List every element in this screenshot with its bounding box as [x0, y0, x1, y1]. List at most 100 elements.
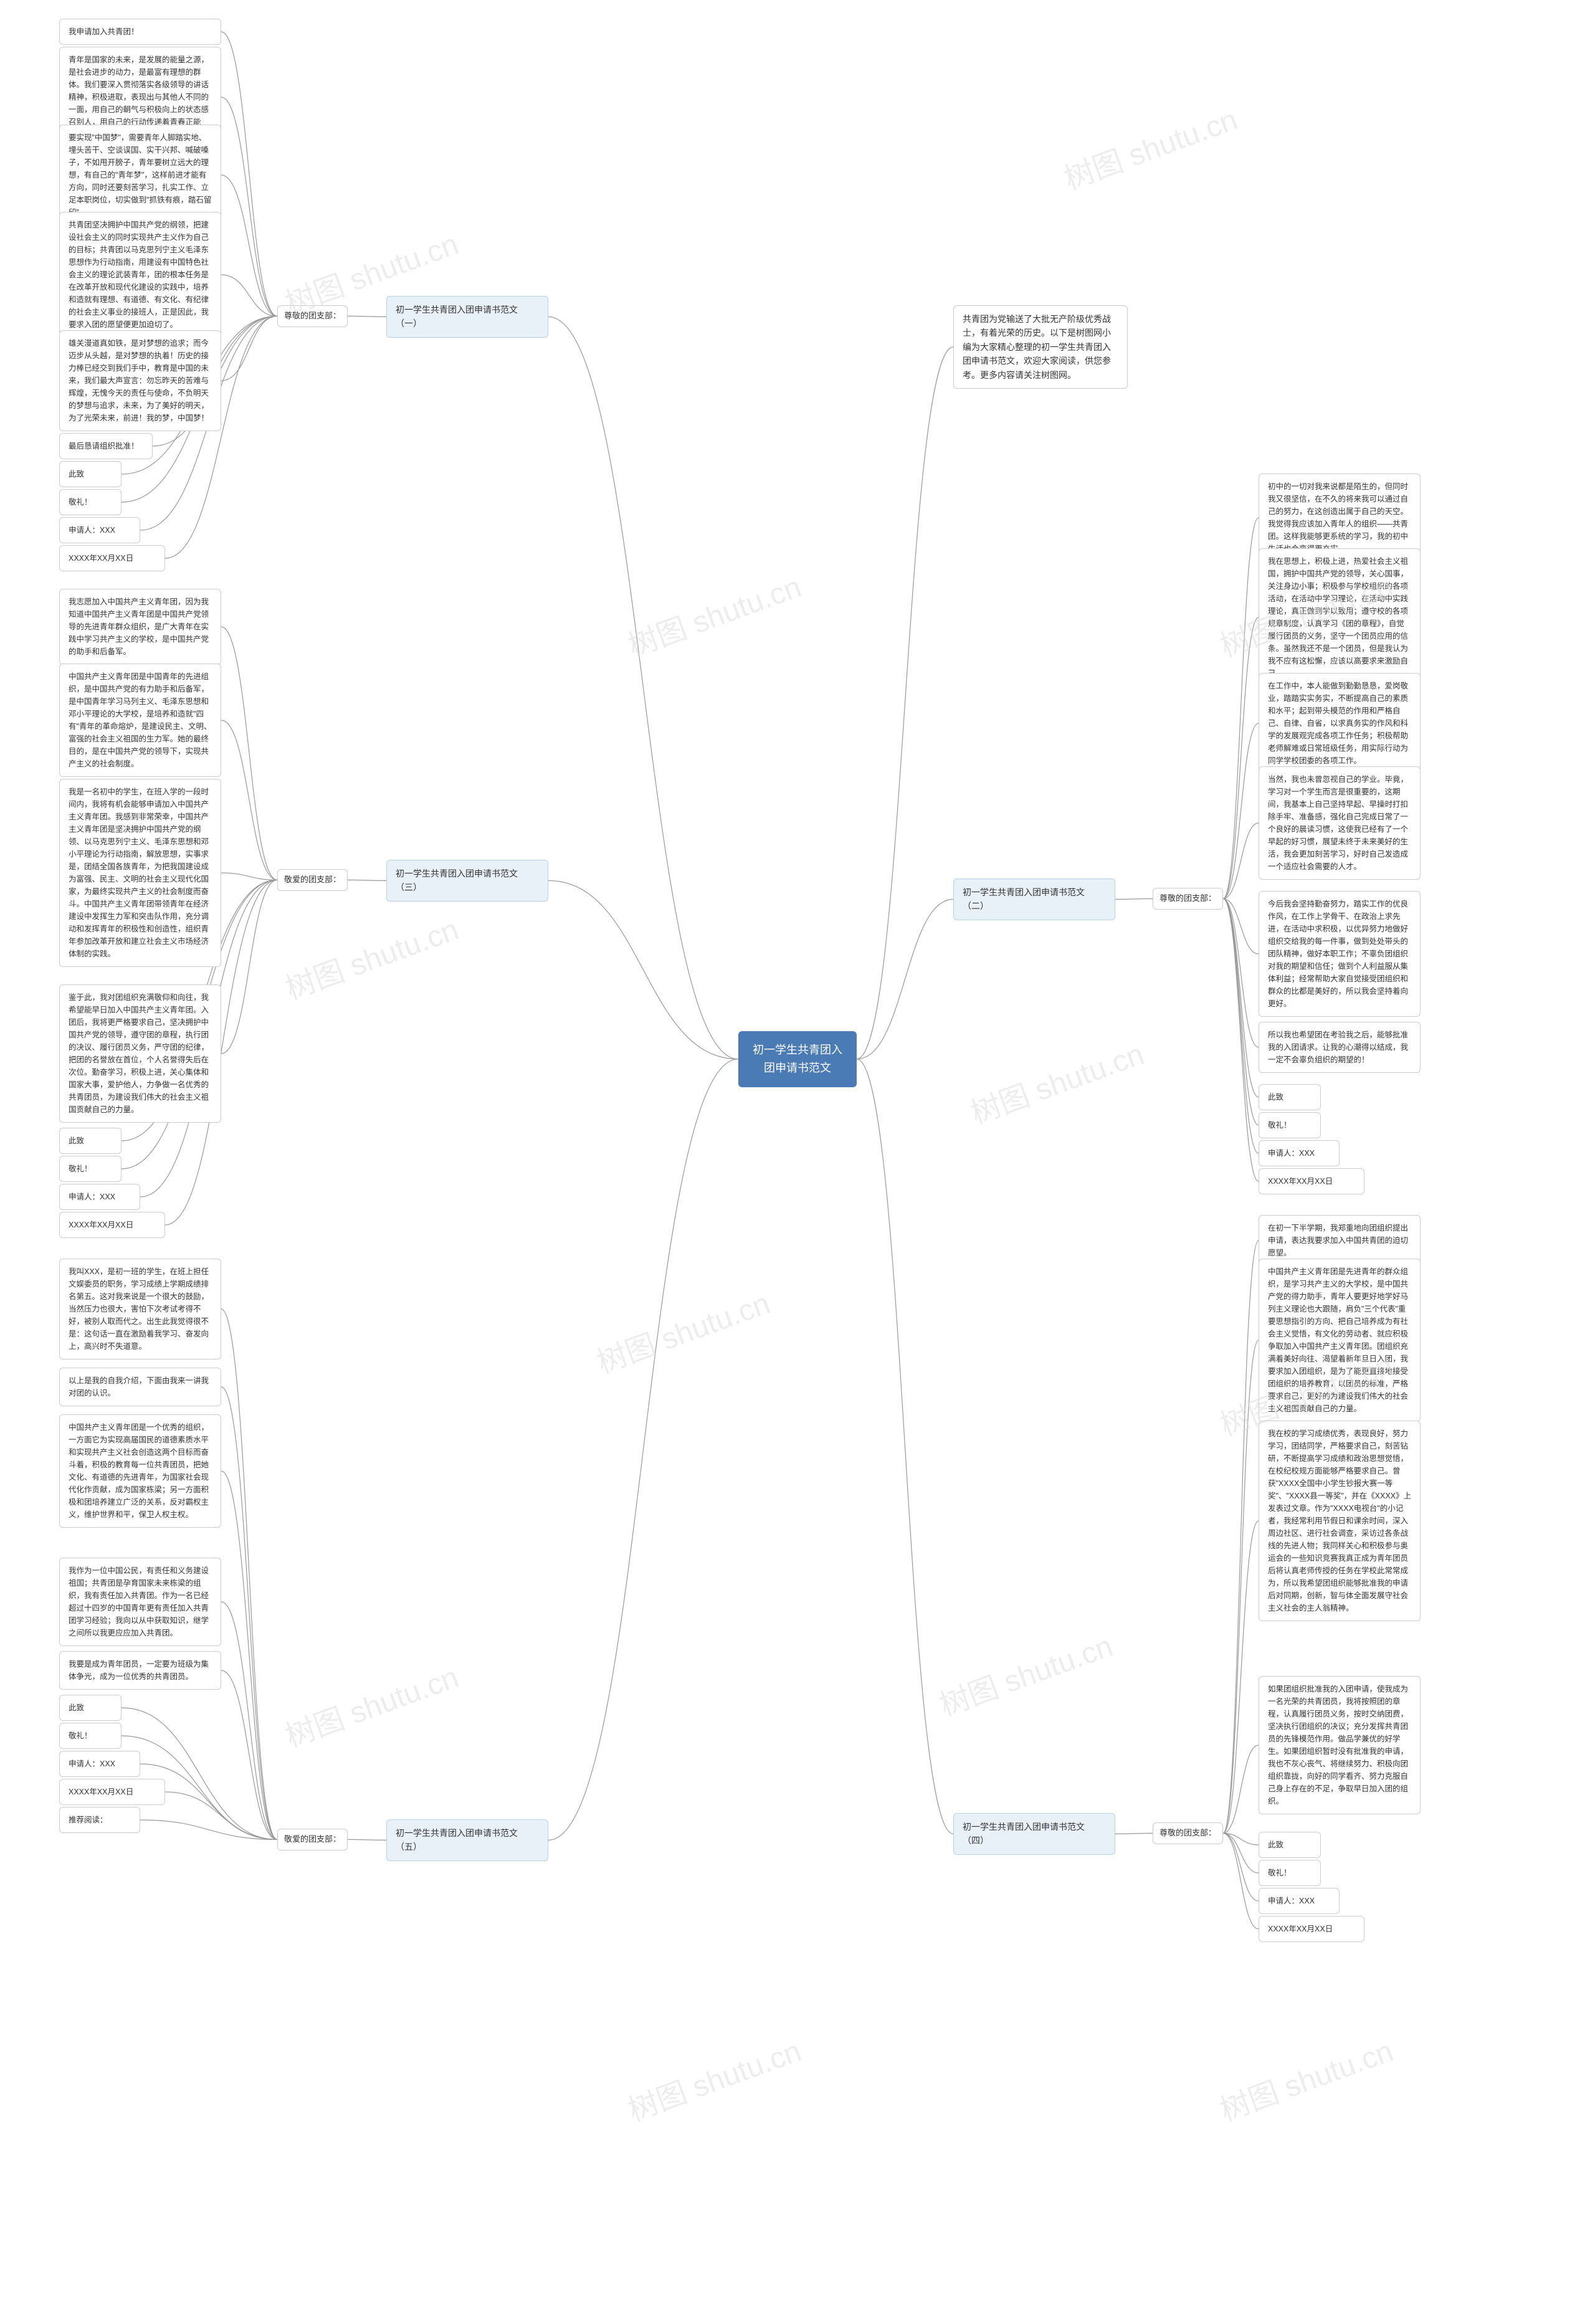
leaf-node: 此致	[59, 1128, 121, 1154]
leaf-node: 此致	[1259, 1832, 1321, 1858]
leaf-node: 我作为一位中国公民，有责任和义务建设祖国；共青团是孕育国家未来栋梁的组织，我有责…	[59, 1558, 221, 1646]
leaf-text: 所以我也希望团在考验我之后，能够批准我的入团请求。让我的心潮得以结成，我一定不会…	[1268, 1031, 1408, 1064]
leaf-node: 敬礼！	[1259, 1860, 1321, 1886]
section-node-s3: 初一学生共青团入团申请书范文（三）	[386, 860, 548, 902]
leaf-text: 在初一下半学期，我郑重地向团组织提出申请，表达我要求加入中国共青团的迫切愿望。	[1268, 1224, 1408, 1257]
leaf-node: 当然，我也未曾忽视自己的学业。毕竟，学习对一个学生而言是很重要的，这期间，我基本…	[1259, 766, 1421, 880]
section-title: 初一学生共青团入团申请书范文（三）	[396, 869, 518, 892]
section-label-text: 尊敬的团支部：	[1159, 1828, 1216, 1837]
leaf-node: 我是一名初中的学生，在班入学的一段时间内，我将有机会能够申请加入中国共产主义青年…	[59, 779, 221, 967]
leaf-node: XXXX年XX月XX日	[59, 1779, 165, 1805]
leaf-node: XXXX年XX月XX日	[59, 1212, 165, 1238]
leaf-text: 此致	[1268, 1093, 1283, 1102]
leaf-node: 申请人：XXX	[59, 517, 140, 543]
section-title: 初一学生共青团入团申请书范文（一）	[396, 305, 518, 328]
leaf-text: XXXX年XX月XX日	[1268, 1925, 1333, 1933]
leaf-text: 敬礼！	[69, 1731, 92, 1740]
leaf-node: 敬礼！	[1259, 1112, 1321, 1138]
leaf-node: 此致	[59, 461, 121, 487]
leaf-node: 鉴于此，我对团组织充满敬仰和向往，我希望能早日加入中国共产主义青年团。入团后，我…	[59, 984, 221, 1123]
leaf-text: 申请人：XXX	[1268, 1897, 1315, 1905]
leaf-text: 要实现"中国梦"，需要青年人脚踏实地、埋头苦干、空谈误国、实干兴邦、喊破嗓子，不…	[69, 133, 211, 217]
leaf-text: XXXX年XX月XX日	[1268, 1177, 1333, 1186]
leaf-node: 申请人：XXX	[59, 1184, 140, 1210]
section-label-s3: 敬爱的团支部：	[277, 869, 348, 891]
leaf-node: 推荐阅读：	[59, 1807, 140, 1833]
leaf-text: 敬礼！	[1268, 1121, 1292, 1130]
leaf-node: 我叫XXX，是初一班的学生，在班上担任文娱委员的职务，学习成绩上学期成绩排名第五…	[59, 1259, 221, 1360]
leaf-text: 当然，我也未曾忽视自己的学业。毕竟，学习对一个学生而言是很重要的，这期间，我基本…	[1268, 775, 1408, 871]
section-node-s5: 初一学生共青团入团申请书范文（五）	[386, 1819, 548, 1861]
leaf-text: 今后我会坚持勤奋努力，踏实工作的优良作风，在工作上学骨干、在政治上求先进，在活动…	[1268, 900, 1408, 1008]
leaf-node: 我在思想上，积极上进，热爱社会主义祖国，拥护中国共产党的领导，关心国事，关注身边…	[1259, 548, 1421, 687]
leaf-node: 在工作中，本人能做到勤勤恳恳，爱岗敬业，踏踏实实务实，不断提高自己的素质和水平；…	[1259, 673, 1421, 774]
leaf-text: 初中的一切对我来说都是陌生的，但同时我又很坚信，在不久的将来我可以通过自己的努力…	[1268, 482, 1408, 553]
leaf-text: 敬礼！	[1268, 1869, 1292, 1877]
leaf-node: 以上是我的自我介绍，下面由我来一讲我对团的认识。	[59, 1368, 221, 1406]
leaf-node: 所以我也希望团在考验我之后，能够批准我的入团请求。让我的心潮得以结成，我一定不会…	[1259, 1022, 1421, 1073]
leaf-text: 中国共产主义青年团是中国青年的先进组织，是中国共产党的有力助手和后备军，是中国青…	[69, 672, 211, 768]
intro-node: 共青团为党输送了大批无产阶级优秀战士，有着光荣的历史。以下是树图网小编为大家精心…	[953, 305, 1128, 389]
leaf-text: 申请人：XXX	[69, 526, 115, 535]
section-label-s4: 尊敬的团支部：	[1153, 1822, 1223, 1844]
intro-text: 共青团为党输送了大批无产阶级优秀战士，有着光荣的历史。以下是树图网小编为大家精心…	[963, 314, 1111, 380]
leaf-text: XXXX年XX月XX日	[69, 554, 133, 563]
leaf-node: 此致	[59, 1695, 121, 1721]
root-title: 初一学生共青团入团申请书范文	[753, 1044, 842, 1074]
leaf-text: 在工作中，本人能做到勤勤恳恳，爱岗敬业，踏踏实实务实，不断提高自己的素质和水平；…	[1268, 682, 1408, 765]
leaf-text: 此致	[1268, 1841, 1283, 1849]
leaf-node: 中国共产主义青年团是先进青年的群众组织，是学习共产主义的大学校，是中国共产党的得…	[1259, 1259, 1421, 1422]
leaf-node: 共青团坚决拥护中国共产党的纲领，把建设社会主义的同时实现共产主义作为自己的目标；…	[59, 212, 221, 338]
leaf-text: 申请人：XXX	[1268, 1149, 1315, 1158]
leaf-text: 中国共产主义青年团是一个优秀的组织，一方面它为实现高届国民的道德素质水平和实现共…	[69, 1423, 209, 1519]
leaf-text: 我在思想上，积极上进，热爱社会主义祖国，拥护中国共产党的领导，关心国事，关注身边…	[1268, 557, 1408, 678]
watermark: 树图 shutu.cn	[933, 1621, 1118, 1724]
leaf-text: 此致	[69, 470, 84, 479]
leaf-text: 鉴于此，我对团组织充满敬仰和向往，我希望能早日加入中国共产主义青年团。入团后，我…	[69, 993, 209, 1114]
leaf-text: 推荐阅读：	[69, 1816, 108, 1824]
leaf-text: XXXX年XX月XX日	[69, 1788, 133, 1796]
leaf-node: 雄关漫道真如铁，是对梦想的追求；而今迈步从头越，是对梦想的执着！历史的接力棒已经…	[59, 330, 221, 431]
leaf-text: XXXX年XX月XX日	[69, 1221, 133, 1229]
leaf-node: 最后恳请组织批准！	[59, 433, 153, 459]
watermark: 树图 shutu.cn	[964, 1029, 1149, 1132]
leaf-text: 申请人：XXX	[69, 1760, 115, 1768]
section-title: 初一学生共青团入团申请书范文（二）	[963, 887, 1085, 911]
leaf-node: 敬礼！	[59, 1156, 121, 1182]
root-node: 初一学生共青团入团申请书范文	[738, 1031, 857, 1087]
leaf-node: 要实现"中国梦"，需要青年人脚踏实地、埋头苦干、空谈误国、实干兴邦、喊破嗓子，不…	[59, 125, 221, 226]
leaf-text: 我要是成为青年团员，一定要为班级为集体争光，成为一位优秀的共青团员。	[69, 1660, 209, 1681]
leaf-node: XXXX年XX月XX日	[1259, 1168, 1364, 1194]
section-label-s1: 尊敬的团支部：	[277, 305, 348, 327]
leaf-node: 我在校的学习成绩优秀，表现良好，努力学习，团结同学，严格要求自己，刻苦钻研，不断…	[1259, 1421, 1421, 1621]
watermark: 树图 shutu.cn	[590, 1279, 775, 1381]
leaf-node: XXXX年XX月XX日	[59, 545, 165, 571]
leaf-text: 敬礼！	[69, 1164, 92, 1173]
leaf-text: 雄关漫道真如铁，是对梦想的追求；而今迈步从头越，是对梦想的执着！历史的接力棒已经…	[69, 339, 209, 422]
watermark: 树图 shutu.cn	[1057, 95, 1242, 198]
edge-layer	[0, 0, 1595, 2324]
section-node-s1: 初一学生共青团入团申请书范文（一）	[386, 296, 548, 338]
leaf-text: 以上是我的自我介绍，下面由我来一讲我对团的认识。	[69, 1376, 209, 1398]
leaf-node: 我要是成为青年团员，一定要为班级为集体争光，成为一位优秀的共青团员。	[59, 1651, 221, 1690]
section-label-text: 尊敬的团支部：	[284, 311, 341, 320]
leaf-node: 我志愿加入中国共产主义青年团，因为我知道中国共产主义青年团是中国共产党领导的先进…	[59, 589, 221, 665]
leaf-text: 我叫XXX，是初一班的学生，在班上担任文娱委员的职务，学习成绩上学期成绩排名第五…	[69, 1267, 209, 1351]
section-node-s2: 初一学生共青团入团申请书范文（二）	[953, 879, 1115, 920]
watermark: 树图 shutu.cn	[621, 562, 806, 665]
section-title: 初一学生共青团入团申请书范文（五）	[396, 1828, 518, 1852]
section-label-s2: 尊敬的团支部：	[1153, 888, 1223, 910]
leaf-node: 此致	[1259, 1084, 1321, 1110]
leaf-text: 我是一名初中的学生，在班入学的一段时间内，我将有机会能够申请加入中国共产主义青年…	[69, 788, 209, 958]
leaf-text: 此致	[69, 1136, 84, 1145]
leaf-text: 我申请加入共青团！	[69, 27, 139, 36]
section-label-s5: 敬爱的团支部：	[277, 1829, 348, 1850]
leaf-node: 如果团组织批准我的入团申请，使我成为一名光荣的共青团员，我将按照团的章程，认真履…	[1259, 1676, 1421, 1814]
leaf-text: 中国共产主义青年团是先进青年的群众组织，是学习共产主义的大学校，是中国共产党的得…	[1268, 1267, 1408, 1413]
section-node-s4: 初一学生共青团入团申请书范文（四）	[953, 1813, 1115, 1855]
leaf-text: 我作为一位中国公民，有责任和义务建设祖国；共青团是孕育国家未来栋梁的组织，我有责…	[69, 1566, 209, 1637]
leaf-node: 申请人：XXX	[1259, 1140, 1340, 1166]
leaf-node: 中国共产主义青年团是中国青年的先进组织，是中国共产党的有力助手和后备军，是中国青…	[59, 664, 221, 777]
section-label-text: 敬爱的团支部：	[284, 875, 341, 884]
leaf-node: XXXX年XX月XX日	[1259, 1916, 1364, 1942]
